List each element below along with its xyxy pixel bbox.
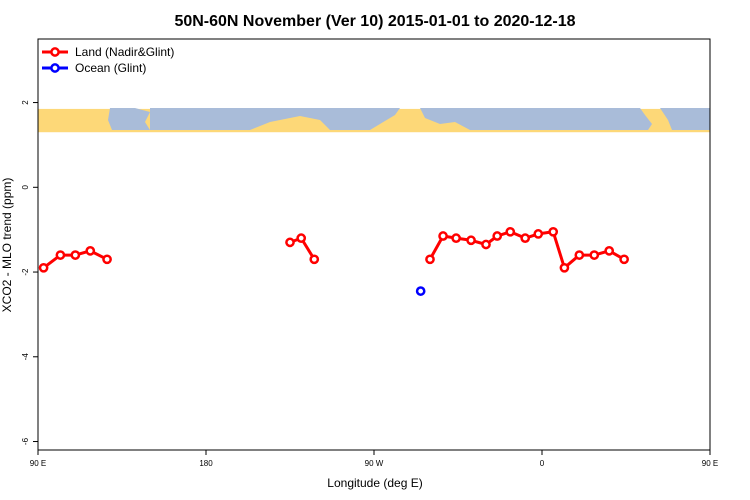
x-axis-ticks: 90 E 180 90 W 0 90 E <box>30 450 718 468</box>
data-point <box>505 226 516 237</box>
data-point <box>309 254 320 265</box>
data-point <box>574 250 585 260</box>
legend-swatch-marker <box>50 47 60 57</box>
chart-title: 50N-60N November (Ver 10) 2015-01-01 to … <box>174 13 575 30</box>
y-axis-label: XCO2 - MLO trend (ppm) <box>0 178 14 313</box>
y-tick-label: 2 <box>21 100 30 105</box>
series-group <box>415 286 426 296</box>
data-point <box>55 250 66 260</box>
x-tick-label: 90 W <box>365 459 384 468</box>
data-point <box>285 237 295 248</box>
map-ocean-region <box>150 108 400 130</box>
x-axis-label: Longitude (deg E) <box>327 476 422 490</box>
x-tick-label: 90 E <box>702 459 718 468</box>
data-point <box>85 246 96 256</box>
data-point <box>438 231 448 241</box>
map-ocean-region <box>108 108 150 130</box>
legend: Land (Nadir&Glint) Ocean (Glint) <box>42 45 174 75</box>
data-point <box>619 254 629 265</box>
data-point <box>589 250 600 260</box>
map-ocean-region <box>660 108 710 130</box>
data-point <box>492 231 503 241</box>
data-point <box>415 286 426 296</box>
data-point <box>533 229 544 239</box>
data-point <box>425 254 435 265</box>
data-point <box>102 254 112 265</box>
y-tick-label: 0 <box>21 185 30 190</box>
data-point <box>466 235 476 246</box>
x-tick-label: 90 E <box>30 459 46 468</box>
legend-label: Land (Nadir&Glint) <box>75 45 174 59</box>
legend-swatch-marker <box>50 63 60 73</box>
legend-label: Ocean (Glint) <box>75 61 146 75</box>
y-tick-label: -2 <box>21 268 30 276</box>
series-layer <box>38 226 629 296</box>
data-point <box>604 246 615 256</box>
x-tick-label: 180 <box>199 459 213 468</box>
data-point <box>38 262 49 273</box>
map-ocean-region <box>420 108 652 130</box>
data-point <box>548 226 559 237</box>
series-group <box>38 226 629 273</box>
data-point <box>520 233 531 243</box>
y-tick-label: -6 <box>21 437 30 445</box>
data-point <box>70 250 81 260</box>
x-tick-label: 0 <box>540 459 545 468</box>
plot-frame <box>37 38 711 451</box>
data-point <box>559 262 570 273</box>
data-point <box>481 239 491 250</box>
data-point <box>451 233 461 243</box>
y-axis-ticks: 2 0 -2 -4 -6 <box>21 100 38 445</box>
data-point <box>296 233 307 243</box>
world-map-strip <box>38 108 710 133</box>
y-tick-label: -4 <box>21 353 30 361</box>
